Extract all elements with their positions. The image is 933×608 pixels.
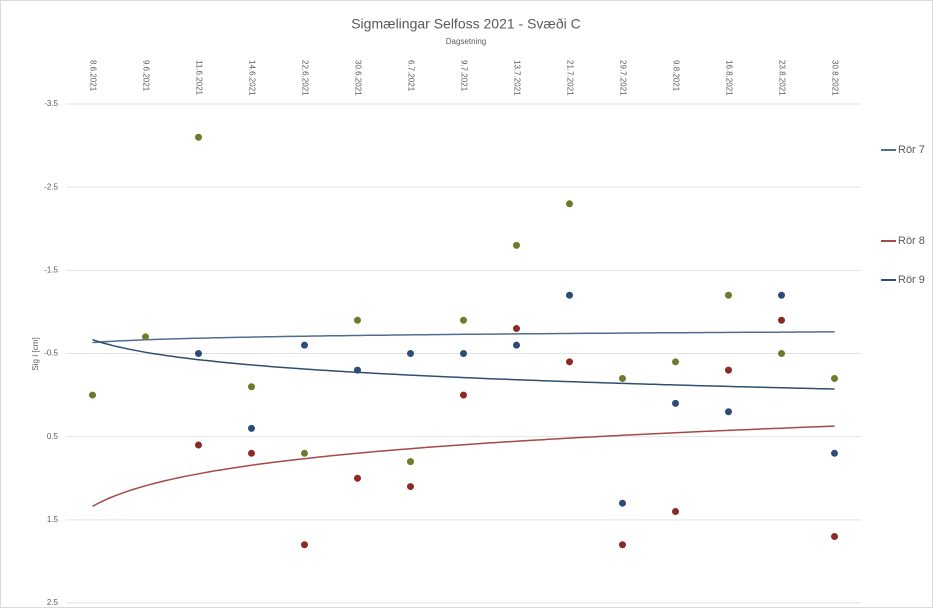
- data-point: [354, 316, 361, 324]
- data-point: [619, 499, 626, 507]
- data-point: [407, 458, 414, 466]
- data-point: [831, 449, 838, 457]
- y-axis-label: Sig í [cm]: [31, 337, 40, 370]
- x-tick-label: 22.6.2021: [300, 60, 309, 96]
- data-point: [672, 508, 679, 516]
- data-point: [672, 358, 679, 366]
- x-axis-label: Dagsetning: [446, 37, 486, 46]
- data-point: [725, 408, 732, 416]
- chart-title: Sigmælingar Selfoss 2021 - Svæði C: [351, 16, 581, 32]
- trendline: [92, 331, 835, 344]
- data-point: [672, 399, 679, 407]
- data-point: [460, 350, 467, 357]
- legend-label: Rör 9: [898, 274, 925, 286]
- data-point: [619, 374, 626, 382]
- x-tick-label: 16.8.2021: [724, 60, 733, 96]
- data-point: [778, 316, 785, 324]
- x-tick-label: 6.7.2021: [406, 60, 415, 92]
- data-point: [725, 291, 732, 299]
- data-point: [513, 341, 520, 349]
- data-point: [354, 474, 361, 482]
- data-point: [778, 350, 785, 357]
- data-point: [513, 241, 520, 249]
- x-tick-label: 14.6.2021: [247, 60, 256, 96]
- legend-label: Rör 7: [898, 144, 925, 156]
- data-point: [725, 366, 732, 374]
- data-point: [248, 383, 255, 391]
- x-tick-label: 11.6.2021: [194, 60, 203, 96]
- data-point: [195, 441, 202, 449]
- data-point: [248, 449, 255, 457]
- data-point: [195, 350, 202, 357]
- y-tick-label: -3.5: [44, 99, 58, 108]
- x-tick-label: 9.7.2021: [459, 60, 468, 92]
- data-point: [195, 133, 202, 141]
- data-point: [248, 424, 255, 432]
- x-tick-label: 30.6.2021: [353, 60, 362, 96]
- data-point: [513, 325, 520, 333]
- x-tick-label: 21.7.2021: [565, 60, 574, 96]
- x-tick-label: 9.8.2021: [671, 60, 680, 92]
- data-point: [566, 291, 573, 299]
- data-point: [566, 200, 573, 208]
- x-tick-label: 30.8.2021: [830, 60, 839, 96]
- data-point: [301, 541, 308, 549]
- y-tick-label: 2.5: [47, 598, 59, 607]
- data-point: [460, 316, 467, 324]
- data-point: [301, 449, 308, 457]
- data-point: [831, 374, 838, 382]
- data-point: [89, 391, 96, 399]
- data-point: [831, 532, 838, 540]
- data-point: [619, 541, 626, 549]
- x-tick-label: 23.8.2021: [777, 60, 786, 96]
- y-tick-label: -1.5: [44, 265, 58, 274]
- y-tick-label: 0.5: [47, 432, 59, 441]
- x-tick-label: 8.6.2021: [88, 60, 97, 92]
- data-point: [142, 333, 149, 341]
- x-tick-label: 13.7.2021: [512, 60, 521, 96]
- data-point: [460, 391, 467, 399]
- y-tick-label: -0.5: [44, 349, 58, 358]
- y-tick-label: -2.5: [44, 182, 58, 191]
- trendline: [92, 425, 835, 507]
- trendline: [92, 338, 835, 390]
- x-tick-label: 29.7.2021: [618, 60, 627, 96]
- y-tick-label: 1.5: [47, 515, 59, 524]
- data-point: [301, 341, 308, 349]
- data-point: [354, 366, 361, 374]
- data-point: [566, 358, 573, 366]
- x-tick-label: 9.6.2021: [141, 60, 150, 92]
- data-point: [778, 291, 785, 299]
- data-point: [407, 350, 414, 357]
- legend-label: Rör 8: [898, 235, 925, 247]
- data-point: [407, 483, 414, 491]
